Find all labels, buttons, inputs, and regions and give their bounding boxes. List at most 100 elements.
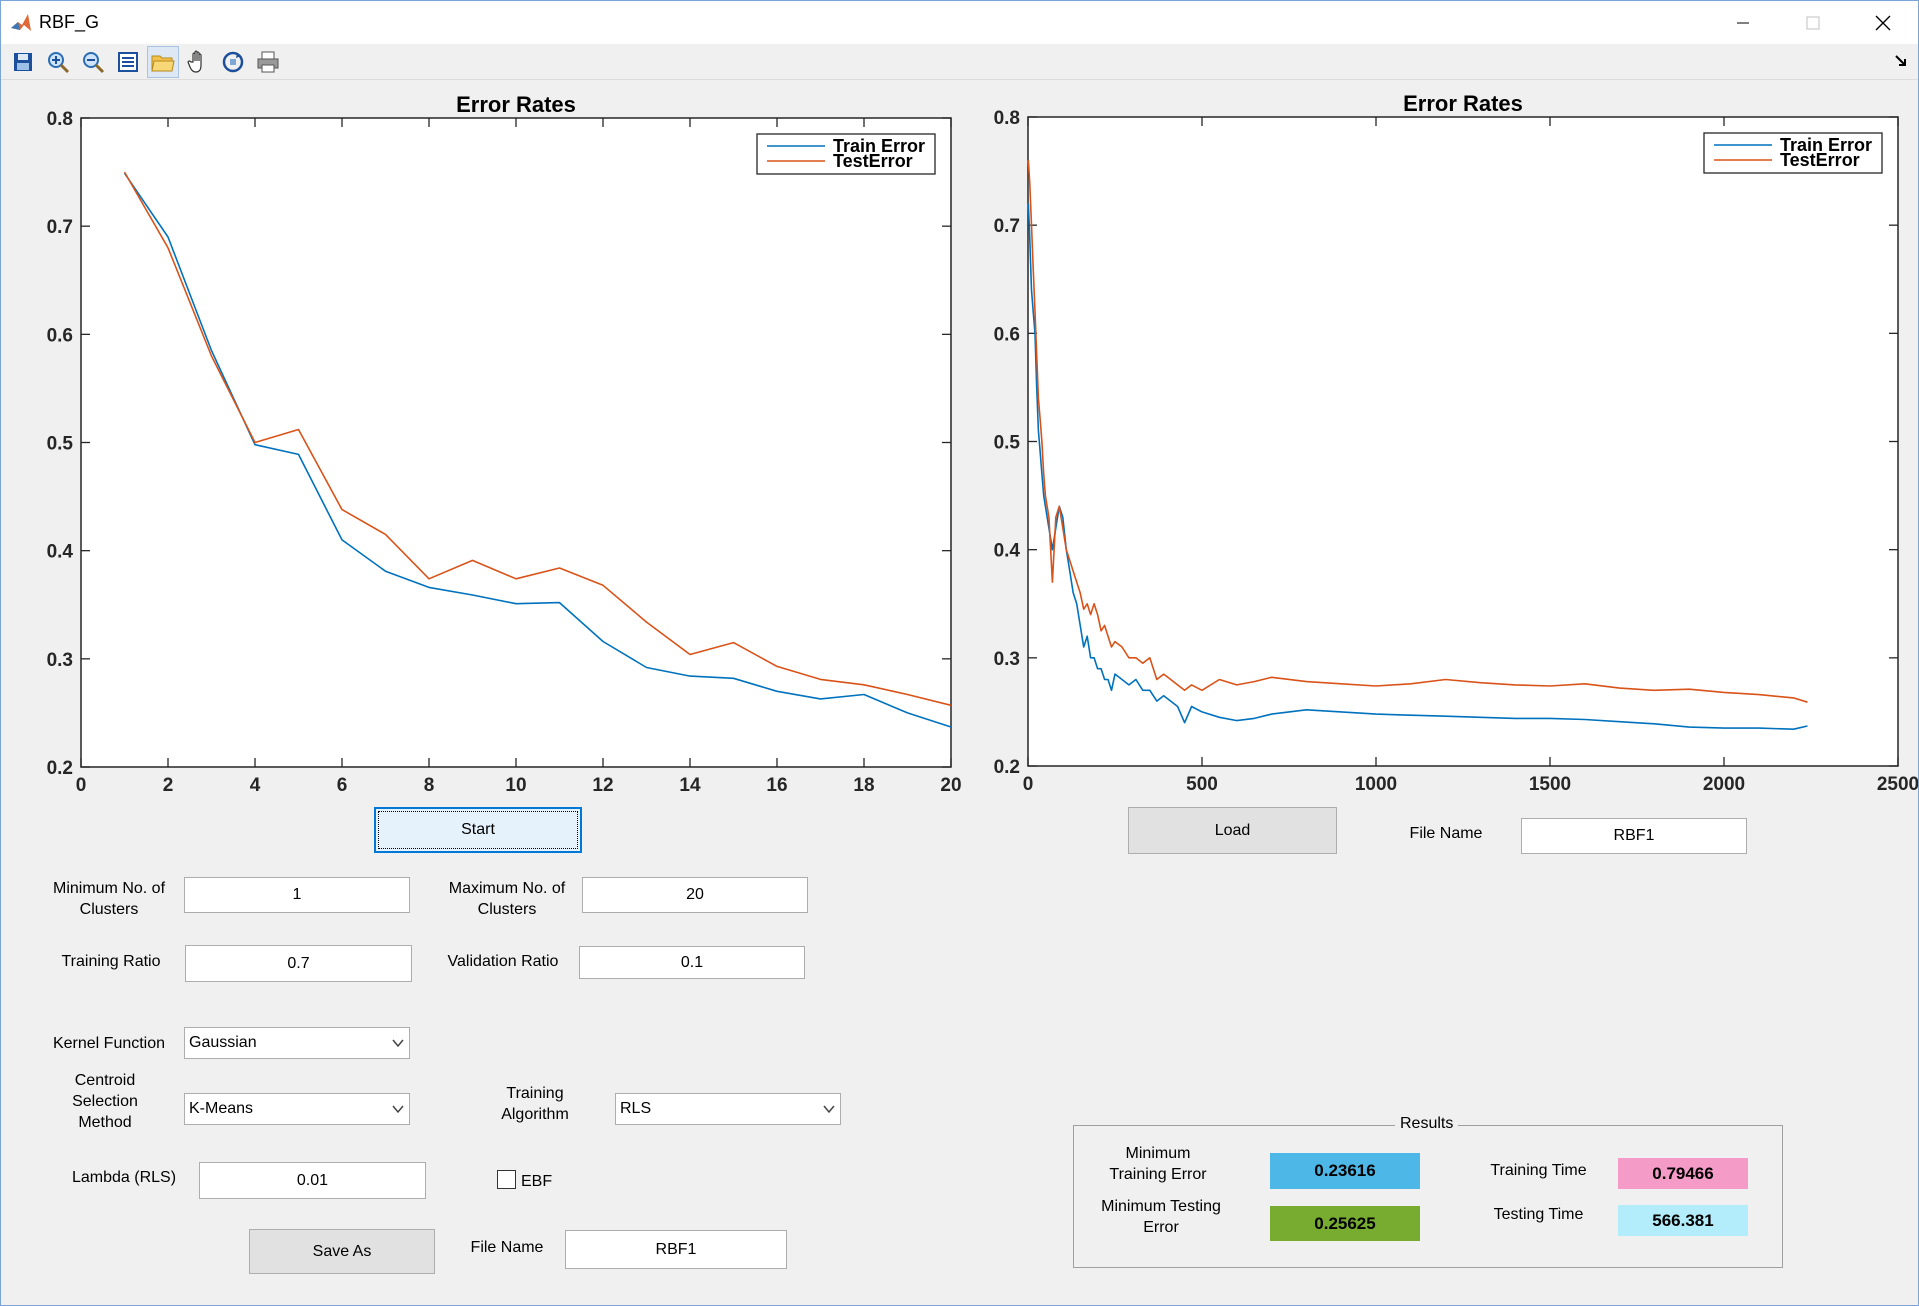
y-tick-label: 0.2	[47, 758, 73, 779]
x-tick-label: 1000	[1355, 774, 1397, 795]
load-button[interactable]: Load	[1128, 807, 1337, 854]
open-folder-icon	[151, 55, 175, 71]
zoom-in-button[interactable]	[42, 46, 74, 78]
y-tick-label: 0.3	[994, 649, 1020, 670]
series-line-train	[1027, 203, 1808, 731]
centroid-label-line1: Centroid	[74, 1072, 136, 1089]
x-tick-label: 0	[1023, 774, 1034, 795]
training-algorithm-select[interactable]: RLS	[615, 1093, 841, 1125]
print-button[interactable]	[252, 46, 284, 78]
close-icon	[1875, 15, 1891, 30]
y-tick-label: 0.4	[994, 541, 1021, 562]
y-tick-label: 0.2	[994, 757, 1020, 778]
y-tick-label: 0.7	[47, 217, 73, 238]
save-as-button[interactable]: Save As	[249, 1229, 435, 1274]
chart-right: Error Rates 0 500 1000 1500 2000 2500 0.2 0.3 0.4…	[994, 91, 1919, 795]
training-ratio-input[interactable]: 0.7	[185, 945, 412, 982]
x-tick-label: 4	[250, 775, 261, 796]
file-name-input-top[interactable]: RBF1	[1521, 818, 1747, 854]
testing-time-label: Testing Time	[1493, 1206, 1584, 1223]
training-time-value: 0.79466	[1618, 1158, 1748, 1189]
print-icon	[257, 51, 279, 72]
min-train-label-line2: Training Error	[1109, 1166, 1207, 1183]
chart-title: Error Rates	[1403, 91, 1523, 116]
max-clusters-label: Maximum No. of Clusters	[437, 878, 577, 920]
dock-arrow-icon[interactable]	[1894, 54, 1908, 68]
x-tick-label: 6	[337, 775, 348, 796]
chevron-down-icon	[818, 1094, 840, 1124]
data-cursor-button[interactable]	[112, 46, 144, 78]
centroid-method-value: K-Means	[189, 1100, 254, 1117]
kernel-function-value: Gaussian	[189, 1034, 257, 1051]
y-tick-label: 0.8	[994, 108, 1020, 129]
window-controls	[1708, 1, 1918, 44]
lambda-label: Lambda (RLS)	[71, 1169, 177, 1186]
x-tick-label: 2	[163, 775, 174, 796]
rotate-3d-button[interactable]	[217, 46, 249, 78]
kernel-function-label: Kernel Function	[52, 1035, 166, 1052]
ebf-label: EBF	[521, 1173, 553, 1190]
figure-toolbar	[1, 44, 1918, 80]
algorithm-label-line1: Training	[506, 1085, 564, 1102]
x-tick-label: 2000	[1703, 774, 1745, 795]
training-ratio-label: Training Ratio	[61, 953, 161, 970]
min-clusters-label: Minimum No. of Clusters	[39, 878, 179, 920]
x-tick-label: 18	[853, 775, 874, 796]
chart-left: Error Rates 0 2 4 6 8 10 12 14 16 18 20 0.2 0.3 0.4 0.5…	[47, 92, 962, 796]
min-test-label-line2: Error	[1143, 1219, 1179, 1236]
rotate-icon	[222, 51, 244, 72]
zoom-out-icon	[83, 51, 105, 73]
testing-time-value: 566.381	[1618, 1205, 1748, 1236]
close-button[interactable]	[1848, 1, 1918, 44]
chart-title: Error Rates	[456, 92, 576, 117]
matlab-logo-icon	[11, 13, 31, 31]
start-button[interactable]: Start	[374, 807, 582, 853]
zoom-out-button[interactable]	[77, 46, 109, 78]
maximize-icon	[1806, 16, 1820, 29]
y-tick-label: 0.5	[47, 434, 74, 455]
file-name-label-top: File Name	[1409, 825, 1483, 842]
legend-box	[1703, 132, 1883, 174]
min-clusters-input[interactable]: 1	[184, 877, 410, 913]
kernel-function-select[interactable]: Gaussian	[184, 1027, 410, 1059]
plot-area	[1027, 116, 1899, 767]
training-algorithm-label: Training Algorithm	[489, 1083, 581, 1125]
zoom-in-icon	[48, 51, 70, 73]
centroid-label-line3: Method	[78, 1114, 132, 1131]
y-tick-label: 0.3	[47, 650, 73, 671]
pan-hand-icon	[187, 49, 202, 73]
min-clusters-label-line2: Clusters	[79, 901, 139, 918]
x-tick-label: 14	[679, 775, 701, 796]
y-tick-label: 0.8	[47, 109, 73, 130]
file-name-input-bottom[interactable]: RBF1	[565, 1230, 787, 1269]
min-clusters-label-line1: Minimum No. of	[52, 880, 166, 897]
maximize-button[interactable]	[1778, 1, 1848, 44]
minimize-button[interactable]	[1708, 1, 1778, 44]
x-tick-label: 10	[505, 775, 526, 796]
max-clusters-input[interactable]: 20	[582, 877, 808, 913]
max-clusters-label-line2: Clusters	[477, 901, 537, 918]
save-figure-button[interactable]	[7, 46, 39, 78]
legend-label: TestError	[833, 151, 913, 171]
open-figure-button[interactable]	[147, 45, 179, 78]
min-test-label-line1: Minimum Testing	[1101, 1198, 1221, 1215]
x-tick-label: 500	[1186, 774, 1218, 795]
validation-ratio-input[interactable]: 0.1	[579, 946, 805, 979]
ebf-checkbox[interactable]	[497, 1170, 516, 1189]
min-testing-error-value: 0.25625	[1270, 1206, 1420, 1241]
pan-button[interactable]	[182, 46, 214, 78]
centroid-method-select[interactable]: K-Means	[184, 1093, 410, 1125]
legend-label: Train Error	[1780, 135, 1872, 155]
min-training-error-value: 0.23616	[1270, 1153, 1420, 1189]
validation-ratio-label: Validation Ratio	[447, 953, 559, 970]
legend-label: Train Error	[833, 136, 925, 156]
min-train-label-line1: Minimum	[1125, 1145, 1191, 1162]
legend-box	[756, 133, 936, 175]
training-time-label: Training Time	[1490, 1162, 1587, 1179]
lambda-input[interactable]: 0.01	[199, 1162, 426, 1199]
algorithm-label-line2: Algorithm	[501, 1106, 569, 1123]
max-clusters-label-line1: Maximum No. of	[448, 880, 566, 897]
legend-label: TestError	[1780, 150, 1860, 170]
x-tick-label: 2500	[1877, 774, 1919, 795]
